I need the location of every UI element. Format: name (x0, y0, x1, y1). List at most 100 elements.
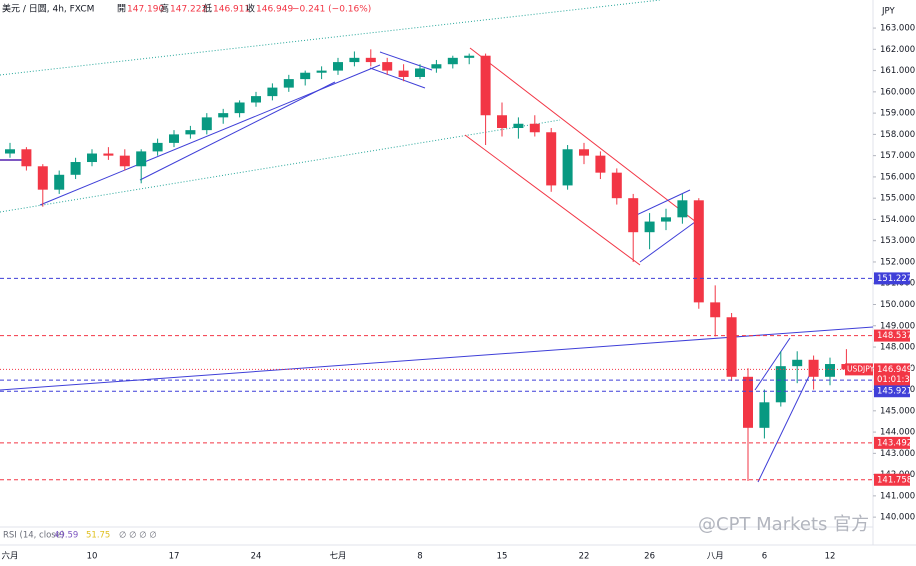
trend-line (464, 134, 641, 266)
candle-body (529, 123, 540, 133)
level-label: 143.492 (877, 438, 912, 448)
candle-body (365, 57, 376, 63)
y-tick-label: 152.000 (880, 257, 915, 267)
x-tick-label: 24 (251, 552, 262, 562)
level-label: 145.921 (877, 387, 912, 397)
trend-line (139, 81, 336, 181)
candle-body (726, 317, 737, 377)
trend-line (369, 67, 426, 89)
candle-body (218, 113, 229, 118)
c-label: 收 (246, 3, 255, 15)
trend-line (639, 221, 696, 263)
price-tag (874, 363, 910, 386)
candle-body (792, 359, 803, 367)
candle-body (382, 62, 393, 71)
candle-body (234, 102, 245, 114)
candle-body (611, 172, 622, 199)
candle-body (333, 62, 343, 71)
last-price-label: 146.949 (877, 365, 912, 375)
candle-body (103, 153, 114, 156)
h-label: 高 (160, 3, 169, 15)
y-tick-label: 141.000 (880, 491, 915, 501)
candle-body (759, 402, 770, 428)
candle-body (398, 70, 409, 77)
drawings (0, 0, 874, 483)
candle-body (513, 123, 524, 129)
candle-body (169, 134, 179, 143)
rsi-value: 49.59 (54, 531, 78, 541)
l-value: 146.911 (213, 5, 250, 15)
candle-body (431, 64, 442, 69)
candle-body (775, 366, 786, 403)
y-tick-label: 150.000 (880, 300, 915, 310)
x-tick-label: 15 (497, 552, 508, 562)
candle-body (677, 200, 688, 218)
y-tick-label: 163.000 (880, 24, 915, 34)
rsi-rest: ∅ ∅ ∅ ∅ (119, 531, 157, 541)
y-tick-label: 159.000 (880, 109, 915, 119)
y-tick-label: 155.000 (880, 194, 915, 204)
y-tick-label: 144.000 (880, 428, 915, 438)
rsi-label: RSI (14, close) (3, 531, 64, 541)
y-tick-label: 156.000 (880, 172, 915, 182)
header: 美元 / 日圆, 4h, FXCM 開 147.190 高 147.222 低 … (2, 3, 371, 15)
candle-body (808, 359, 819, 377)
x-tick-label: 17 (169, 552, 180, 562)
price-tag (874, 436, 910, 449)
level-label: 148.537 (877, 331, 912, 341)
y-tick-label: 149.000 (880, 321, 915, 331)
candle-body (743, 376, 753, 428)
x-tick-label: 七月 (329, 552, 346, 562)
candle-body (661, 217, 671, 222)
y-tick-label: 158.000 (880, 130, 915, 140)
candle-body (628, 198, 639, 233)
candle-body (119, 155, 130, 167)
symbol-label: USDJPY (847, 364, 875, 373)
candle-body (595, 155, 606, 173)
x-tick-label: 六月 (1, 551, 18, 562)
candle-body (70, 162, 81, 175)
x-tick-label: 10 (87, 552, 98, 562)
price-tag (874, 385, 910, 398)
candle-body (447, 57, 458, 65)
candle-body (546, 132, 557, 186)
o-label: 開 (117, 4, 126, 15)
candle-body (480, 55, 491, 116)
candle-body (464, 55, 475, 58)
candle-body (87, 153, 97, 163)
candle-body (349, 57, 360, 63)
candle-body (54, 174, 65, 190)
y-tick-label: 154.000 (880, 215, 915, 225)
x-tick-label: 22 (579, 552, 590, 562)
currency: JPY (881, 7, 895, 17)
candle-body (693, 200, 704, 303)
y-tick-label: 160.000 (880, 87, 915, 97)
l-label: 低 (203, 3, 212, 15)
y-tick-label: 143.000 (880, 449, 915, 459)
candle-body (21, 149, 32, 167)
candle-body (300, 72, 311, 80)
trend-line (379, 51, 433, 71)
x-tick-label: 6 (762, 552, 767, 562)
candle-body (152, 142, 163, 152)
candle-body (136, 151, 147, 167)
price-tag (874, 473, 910, 486)
x-tick-label: 12 (825, 552, 836, 562)
level-label: 141.758 (877, 475, 912, 485)
y-tick-label: 140.000 (880, 513, 915, 523)
x-tick-label: 八月 (707, 552, 724, 562)
candle-body (562, 149, 573, 186)
o-value: 147.190 (127, 5, 164, 15)
price-tag (874, 272, 910, 285)
candle-body (825, 364, 835, 377)
candle-body (267, 87, 278, 97)
y-tick-label: 161.000 (880, 66, 915, 76)
candle-body (497, 115, 507, 129)
x-tick-label: 26 (644, 552, 655, 562)
y-tick-label: 162.000 (880, 45, 915, 55)
symbol: 美元 / 日圆, 4h, FXCM (2, 3, 94, 15)
rsi-value: 51.75 (86, 531, 110, 541)
symbol-tag (845, 363, 873, 376)
price-tag (874, 329, 910, 342)
